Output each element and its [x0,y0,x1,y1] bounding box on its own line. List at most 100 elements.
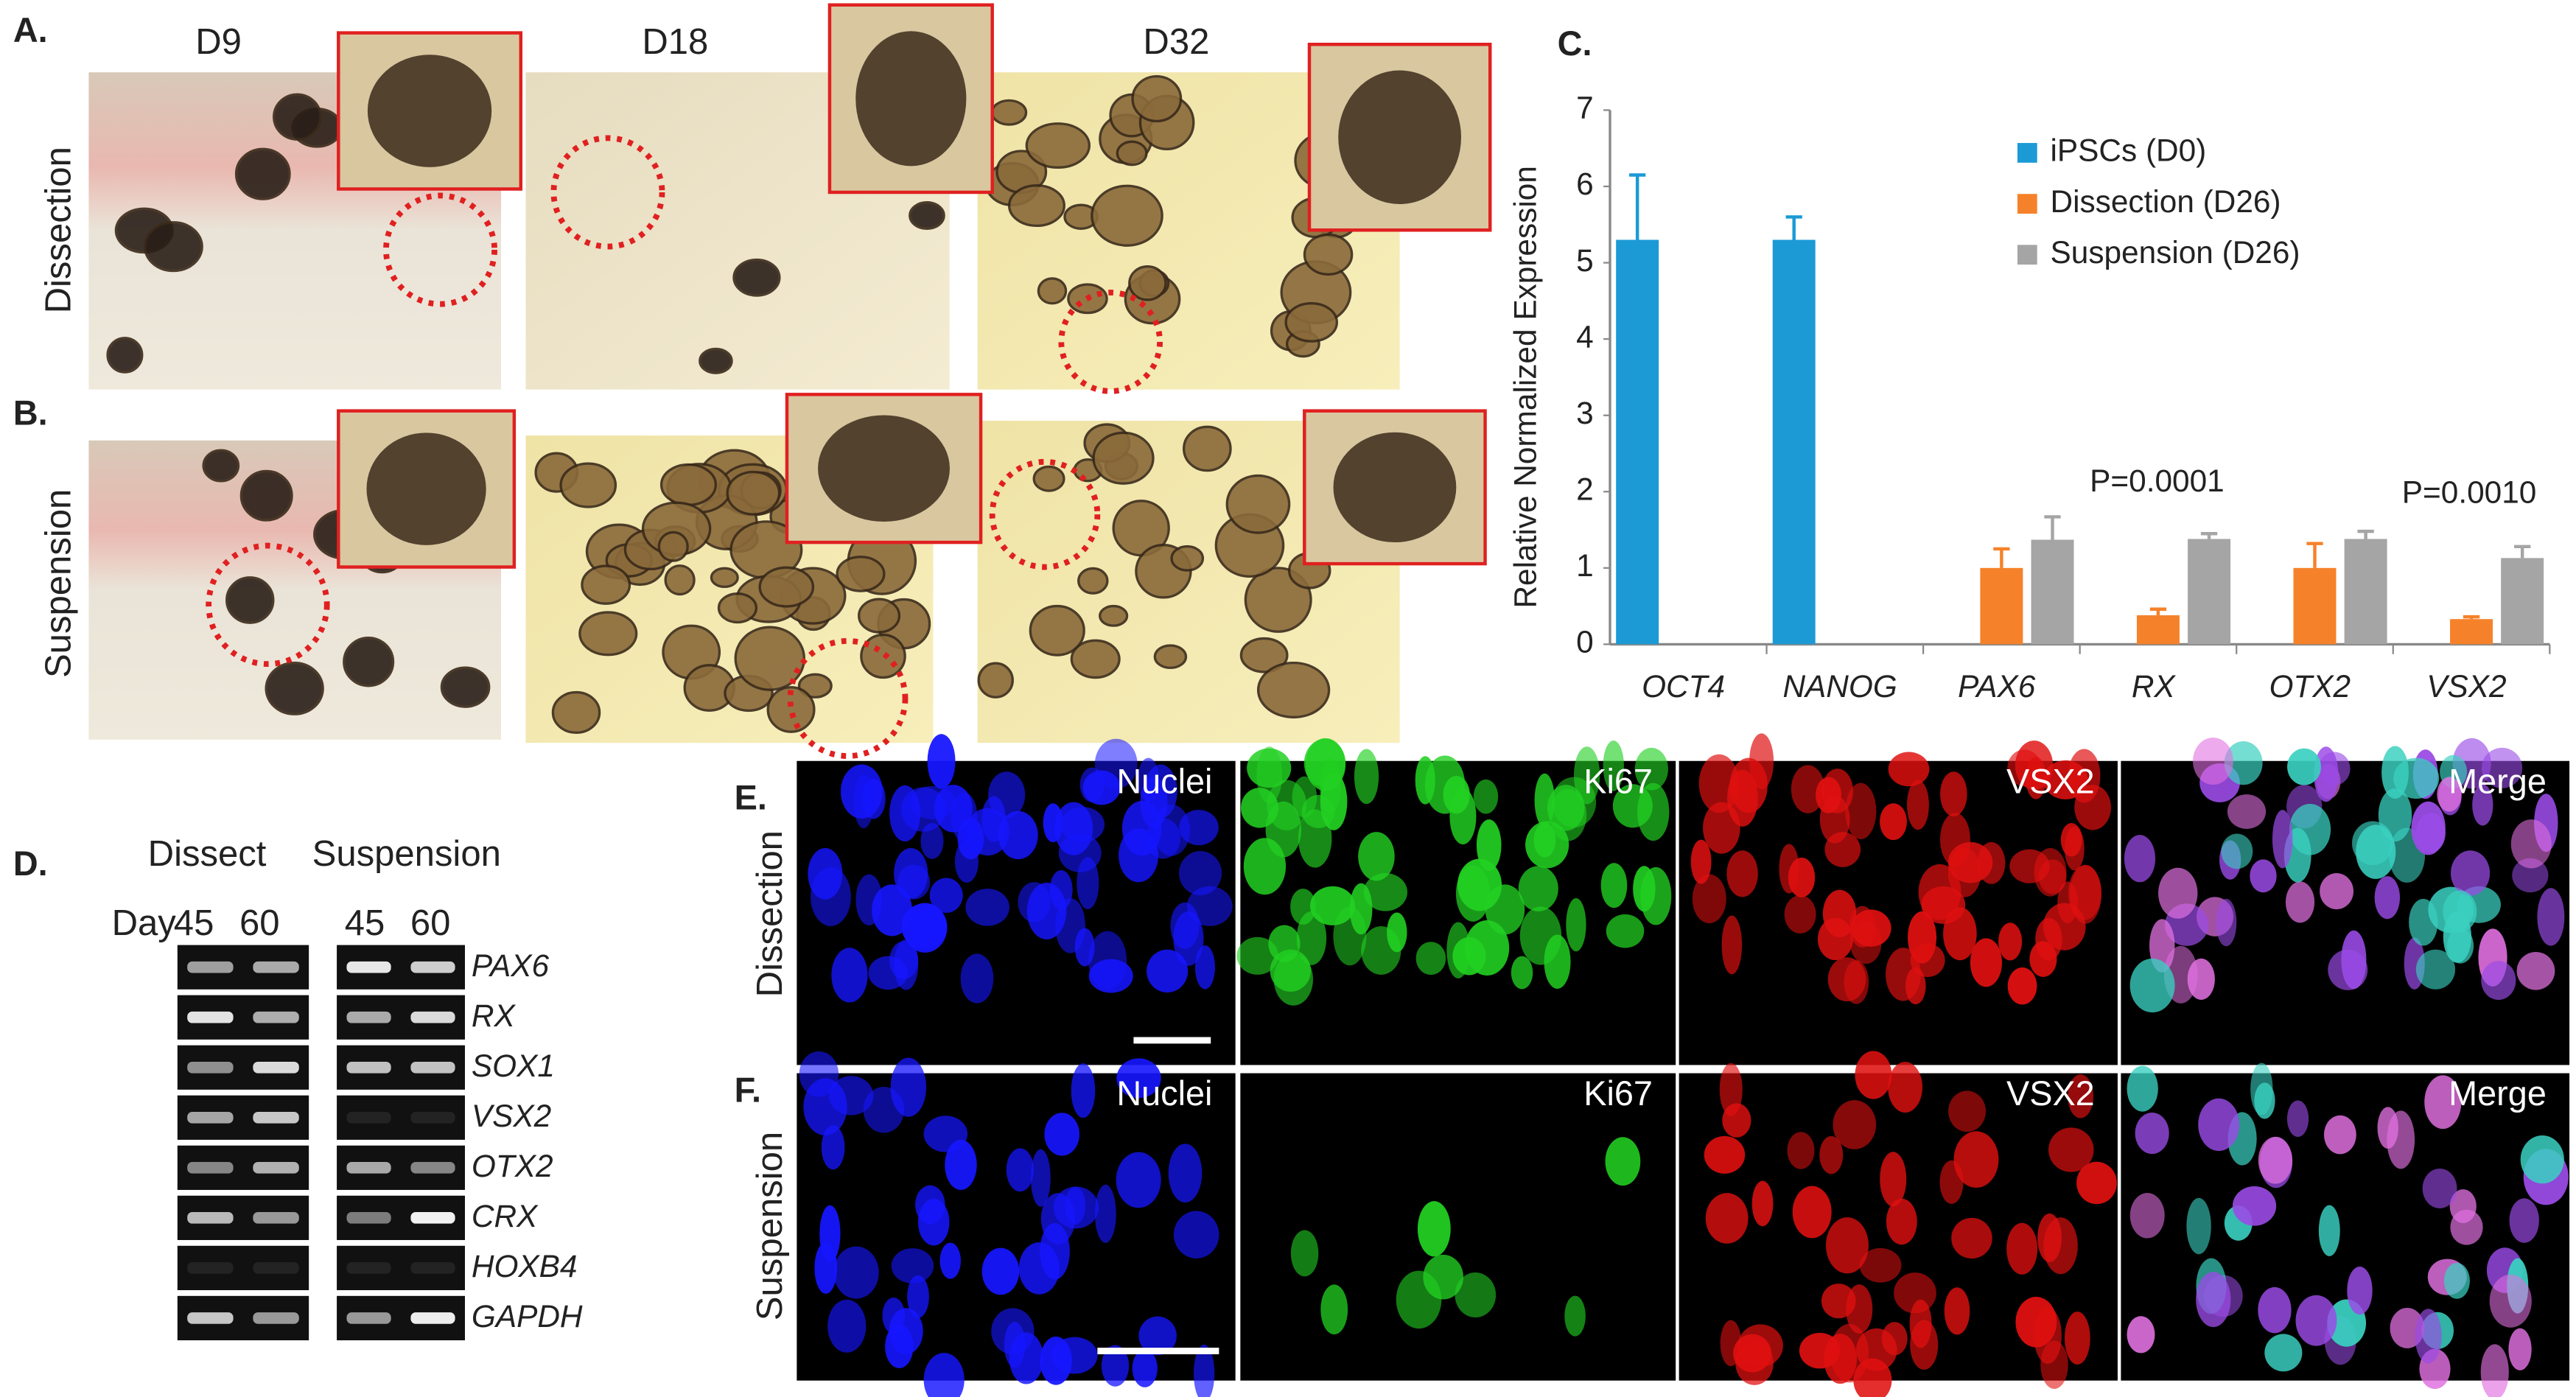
cell [2124,835,2156,883]
cell [2026,757,2046,799]
cell [1138,1316,1177,1356]
cell [891,1248,934,1284]
cell [833,1246,879,1299]
organoid [990,99,1028,126]
organoid [1182,425,1232,472]
cell [1819,1135,1844,1174]
organoid [710,567,739,589]
gene-label: RX [472,998,517,1033]
cell [1457,858,1502,911]
cell [2258,1286,2292,1334]
gel-band [410,1061,455,1074]
cell [2029,941,2057,977]
y-tick-label: 0 [1576,625,1594,659]
cell [1850,909,1891,947]
cell [2250,1062,2273,1116]
cell [939,1242,961,1279]
error-bar [2514,545,2531,559]
cell [2287,748,2321,785]
cell [2076,1161,2117,1205]
legend-label: iPSCs (D0) [2051,133,2207,168]
inset-organoid [1338,70,1461,204]
organoid [1303,233,1354,276]
day-label: D18 [642,22,708,62]
gel-band [410,1212,455,1224]
cell [2048,1127,2094,1172]
cell [2508,1328,2532,1370]
organoid [440,666,491,708]
cell [2415,949,2456,990]
cell [2352,821,2394,866]
gel-band [253,961,299,973]
y-tick-label: 1 [1576,548,1594,583]
cell [1179,851,1222,895]
cell [2481,747,2523,788]
gel-band [410,1162,455,1174]
gel-band [253,1262,299,1274]
cell [2034,847,2067,897]
panel-label: D. [13,844,48,883]
cell [954,840,979,883]
cell [1918,864,1961,920]
cell [2341,930,2367,990]
cell [1071,1063,1096,1118]
day-label: D32 [1143,22,1209,62]
cell [2193,738,2233,785]
cell [2415,1309,2442,1364]
x-tick-label: NANOG [1782,669,1897,704]
cell [1944,1287,1970,1335]
cell [1606,914,1645,948]
cell [1040,1193,1076,1244]
cell [1236,936,1278,975]
cell [1888,752,1930,787]
highlight-circle [787,638,909,759]
cell [2347,1266,2373,1315]
cell [1970,938,2002,987]
cell [1423,1254,1463,1300]
gel-strip [177,1245,309,1291]
panel-label: A. [13,11,48,49]
organoid [551,690,601,735]
cell [1719,1062,1743,1116]
cell [1948,1090,1987,1132]
gel-band [410,961,455,973]
cell [960,953,994,1004]
organoid [797,673,833,698]
organoid [1225,474,1291,534]
x-tick-label: RX [2132,669,2177,704]
organoid [1239,637,1289,673]
gel-band [346,1011,391,1023]
x-tick-label: OCT4 [1642,669,1725,704]
cell [885,1324,914,1368]
cell [1309,886,1356,925]
gel-band [410,1011,455,1023]
organoid [659,463,718,506]
organoid [1091,184,1163,247]
cell [1534,773,1555,827]
cell [2250,859,2277,893]
cell [1886,1198,1917,1245]
organoid [657,531,689,562]
cell [2043,1217,2078,1275]
cell [1722,1103,1751,1138]
cell [2221,833,2253,869]
inset-organoid [855,31,967,167]
cell [2320,873,2354,910]
cell [2224,740,2263,785]
bar [1772,239,1816,645]
lane-label: 60 [239,903,280,943]
gel-band [187,1111,234,1124]
cell [2437,777,2462,812]
cell [2043,760,2088,799]
x-tick-label: PAX6 [1958,669,2036,704]
cell [2129,958,2175,1013]
organoid [1128,265,1167,301]
panel-label: B. [13,394,48,433]
organoid [1077,567,1109,595]
cell [1720,1320,1742,1367]
cell [1361,926,1401,975]
cell [1844,960,1869,1004]
cell [1833,1100,1877,1149]
gel-band [410,1111,455,1124]
highlight-circle [989,458,1101,570]
